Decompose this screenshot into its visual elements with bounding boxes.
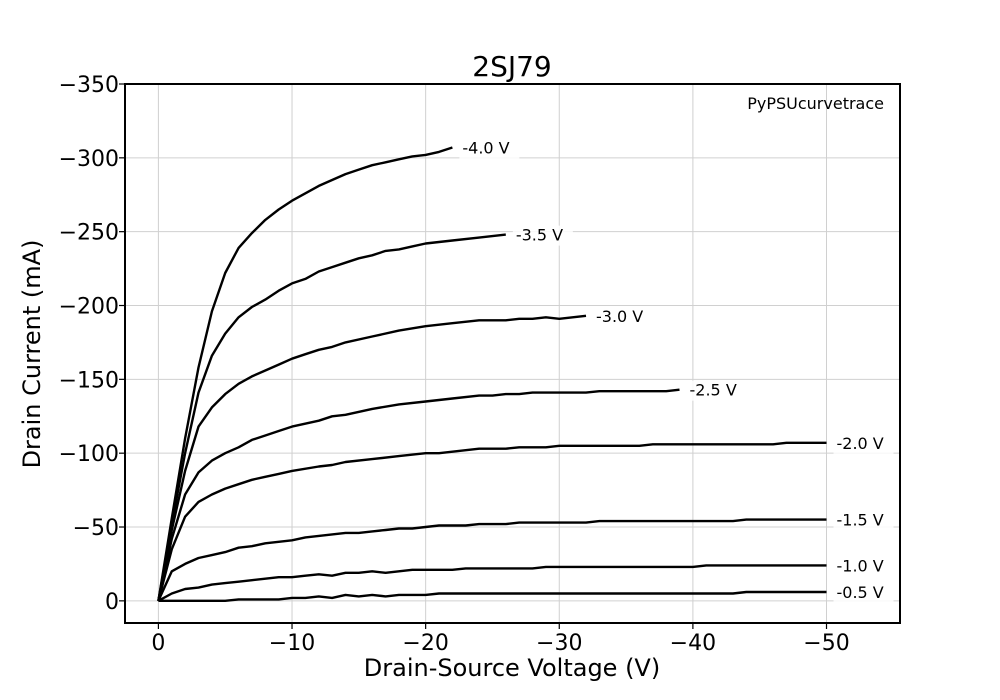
curve-label: -3.5 V <box>516 226 563 245</box>
curve-line <box>157 233 506 602</box>
curve-label-bg <box>592 306 653 327</box>
y-tick-label: −150 <box>59 368 119 393</box>
curve-label: -1.0 V <box>837 556 884 575</box>
chart-annotation: PyPSUcurvetrace <box>747 94 884 113</box>
label-layer: -4.0 V -3.5 V -3.0 V -2.5 V -2.0 V -1.5 V -1.0… <box>459 138 894 603</box>
y-tick-label: −300 <box>59 147 119 172</box>
curve-layer <box>157 146 827 602</box>
tick-layer: 0 −10 −20 −30 −40 −50 0 −50 −100 −150 −200 −250 −300… <box>59 73 850 656</box>
x-tick-label: −40 <box>670 631 716 656</box>
x-tick-label: −50 <box>803 631 849 656</box>
curve-line <box>158 590 827 602</box>
y-tick-label: −50 <box>73 516 119 541</box>
curve-line <box>157 564 827 602</box>
curve-label-bg <box>686 380 747 401</box>
curve-line <box>157 146 453 601</box>
curve-line <box>157 388 680 602</box>
grid-layer <box>125 83 900 623</box>
x-axis-label: Drain-Source Voltage (V) <box>364 654 660 682</box>
curve-label-bg <box>833 582 894 603</box>
curve-label-bg <box>833 556 894 577</box>
x-tick-label: −20 <box>402 631 448 656</box>
y-tick-label: −100 <box>59 442 119 467</box>
curve-label: -4.0 V <box>462 138 509 157</box>
y-tick-label: −200 <box>59 295 119 320</box>
curve-label: -1.5 V <box>837 511 884 530</box>
curve-line <box>157 441 827 602</box>
curve-label: -2.0 V <box>837 434 884 453</box>
curve-label: -2.5 V <box>690 381 737 400</box>
curve-line <box>157 314 587 602</box>
curve-line <box>157 518 827 602</box>
x-tick-label: −30 <box>536 631 582 656</box>
curve-label-bg <box>833 510 894 531</box>
x-tick-label: −10 <box>269 631 315 656</box>
plot-frame <box>124 83 901 624</box>
chart-title: 2SJ79 <box>472 50 551 83</box>
y-tick-label: 0 <box>105 590 119 615</box>
y-tick-label: −250 <box>59 221 119 246</box>
x-tick-label: 0 <box>151 631 165 656</box>
y-tick-label: −350 <box>59 73 119 98</box>
curve-label-bg <box>459 138 520 159</box>
curve-label: -0.5 V <box>837 583 884 602</box>
curve-label-bg <box>512 225 573 246</box>
curve-label: -3.0 V <box>596 307 643 326</box>
curve-label-bg <box>833 433 894 454</box>
y-axis-label: Drain Current (mA) <box>18 240 46 469</box>
